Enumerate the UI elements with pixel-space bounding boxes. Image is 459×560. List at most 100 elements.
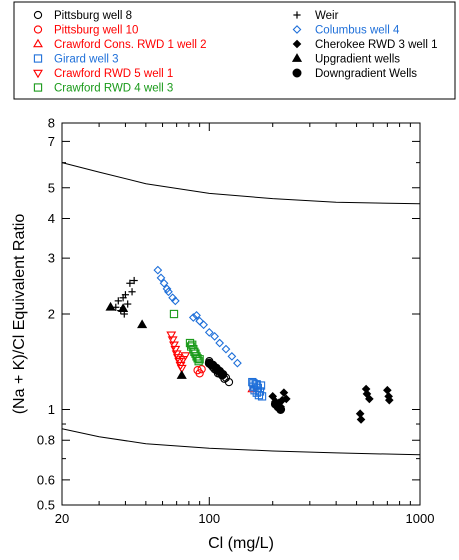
legend-entry: Pittsburg well 10 [33,25,138,37]
legend-marker [291,53,303,62]
data-point [192,311,201,320]
legend-marker [33,69,43,79]
series-4 [248,377,267,401]
data-point [170,345,181,355]
data-point [224,377,234,387]
y-tick-label: 1 [48,402,55,417]
data-point [169,341,179,351]
data-point [218,369,228,379]
data-point [384,395,394,405]
data-point [199,320,208,330]
axes: 20 100 1000 0.5 0.6 0.8 1 2 3 4 5 7 8 [37,116,435,527]
data-point [128,288,136,296]
legend-marker [292,25,302,34]
plot-frame [61,122,421,506]
data-point [233,358,242,368]
data-point [162,284,172,294]
data-point [210,332,219,341]
data-point [383,385,392,395]
legend-marker [292,39,302,49]
legend-label: Downgradient Wells [315,68,417,80]
data-point [176,370,187,379]
y-tick-label: 7 [48,134,55,149]
series-6 [169,309,204,366]
y-tick-label: 0.5 [37,498,55,513]
legend-entry: Crawford RWD 4 well 3 [33,83,173,95]
legend-entry: Girard well 3 [33,54,119,66]
legend-entry: Downgradient Wells [292,68,417,80]
data-point [180,352,191,361]
data-point [204,328,214,337]
data-point [281,394,291,404]
legend-marker [33,10,43,20]
x-tick-label: 1000 [406,511,435,526]
legend-label: Pittsburg well 8 [54,10,132,22]
legend-label: Weir [315,10,339,22]
legend-label: Columbus well 4 [315,25,400,37]
data-point [221,344,231,354]
data-point [252,380,261,389]
legend-entry: Crawford Cons. RWD 1 well 2 [33,38,207,51]
series-10 [105,301,187,379]
legend-marker [33,38,43,48]
data-point [276,405,286,414]
data-point [227,352,237,361]
y-tick-label: 3 [48,251,55,266]
data-point [124,300,132,308]
legend-entry: Crawford RWD 5 well 1 [33,68,173,80]
series-11 [204,358,286,414]
series-2 [193,365,206,378]
plot-area [61,162,421,456]
legend-marker [33,54,43,63]
legend-entry: Cherokee RWD 3 well 1 [292,39,438,51]
data-point [279,388,289,397]
legend-entry: Pittsburg well 8 [33,10,132,22]
legend: Pittsburg well 8 Pittsburg well 10 Crawfor… [33,10,438,95]
data-point [114,297,122,305]
data-point [121,291,130,299]
y-tick-label: 8 [48,116,55,131]
data-point [195,355,204,364]
y-tick-label: 0.8 [37,433,55,448]
legend-marker [292,68,302,78]
data-point [130,276,138,285]
data-point [365,394,374,404]
x-tick-label: 100 [198,511,220,526]
legend-entry: Columbus well 4 [292,25,400,37]
y-tick-label: 0.6 [37,472,55,487]
data-point [188,313,198,322]
data-point [156,273,166,283]
legend-marker [33,83,43,92]
data-point [126,279,134,287]
data-point [176,364,187,374]
reference-curve-1 [61,162,421,205]
data-point [159,278,169,288]
y-tick-label: 5 [48,180,55,195]
data-point [105,301,116,311]
data-point [195,369,204,378]
data-point [166,331,177,341]
legend-label: Pittsburg well 10 [54,25,138,37]
legend-label: Crawford Cons. RWD 1 well 2 [54,39,207,51]
legend-label: Crawford RWD 4 well 3 [54,83,173,95]
legend-marker [293,11,301,19]
legend-marker [33,25,43,34]
y-axis-title: (Na + K)/Cl Equivalent Ratio [11,214,28,415]
legend-label: Girard well 3 [54,54,119,66]
series-8 [153,265,242,368]
legend-entry: Upgradient wells [291,53,400,66]
series-9 [268,384,394,424]
x-axis-title: Cl (mg/L) [208,535,274,552]
legend-label: Cherokee RWD 3 well 1 [315,39,438,51]
data-point [137,319,148,329]
legend-label: Upgradient wells [315,54,400,66]
data-point [193,354,202,363]
data-point [164,287,173,297]
data-point [167,336,178,345]
data-point [215,338,225,348]
data-point [194,357,203,366]
x-tick-label: 20 [55,511,69,526]
legend-entry: Weir [293,10,339,22]
y-tick-label: 2 [48,307,55,322]
